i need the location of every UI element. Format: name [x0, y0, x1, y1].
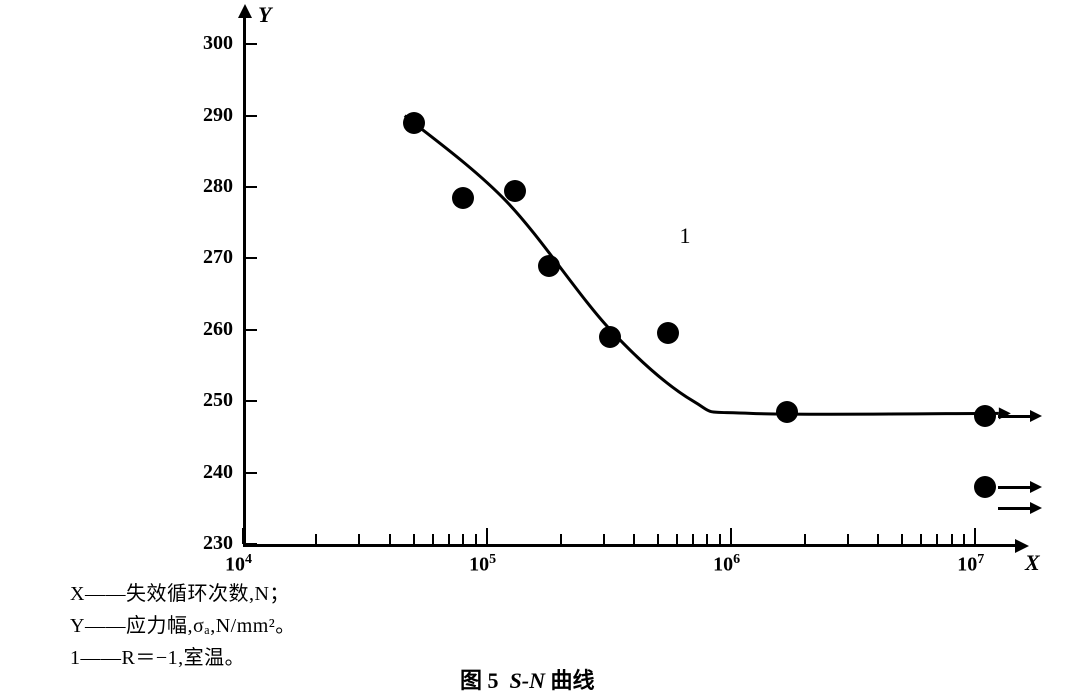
- data-marker: [974, 476, 996, 498]
- data-marker: [974, 405, 996, 427]
- data-marker: [776, 401, 798, 423]
- series-annotation: 1: [679, 223, 690, 249]
- data-marker: [403, 112, 425, 134]
- runout-arrow-icon: [1030, 481, 1042, 493]
- legend-y: Y——应力幅,σₐ,N/mm²。: [70, 610, 296, 642]
- data-marker: [504, 180, 526, 202]
- legend-1: 1——R＝−1,室温。: [70, 642, 296, 674]
- data-marker: [599, 326, 621, 348]
- data-marker: [452, 187, 474, 209]
- legend-x-text: X——失效循环次数,N；: [70, 583, 290, 605]
- runout-arrow-shaft: [998, 507, 1030, 510]
- data-marker: [538, 255, 560, 277]
- caption-suffix: 曲线: [545, 668, 595, 693]
- data-marker: [657, 322, 679, 344]
- runout-arrow-icon: [1030, 502, 1042, 514]
- figure-caption: 图 5 S-N 曲线: [460, 663, 594, 695]
- caption-prefix: 图 5: [460, 668, 510, 693]
- runout-arrow-shaft: [998, 486, 1030, 489]
- legend: X——失效循环次数,N； Y——应力幅,σₐ,N/mm²。 1——R＝−1,室温…: [70, 578, 296, 674]
- legend-y-text: Y——应力幅,σₐ,N/mm²。: [70, 615, 296, 637]
- runout-arrow-icon: [1030, 410, 1042, 422]
- page: 230240250260270280290300104105106107YX1 …: [0, 0, 1092, 697]
- caption-italic: S-N: [510, 668, 545, 693]
- legend-1-text: 1——R＝−1,室温。: [70, 647, 245, 669]
- legend-x: X——失效循环次数,N；: [70, 578, 296, 610]
- runout-arrow-shaft: [998, 415, 1030, 418]
